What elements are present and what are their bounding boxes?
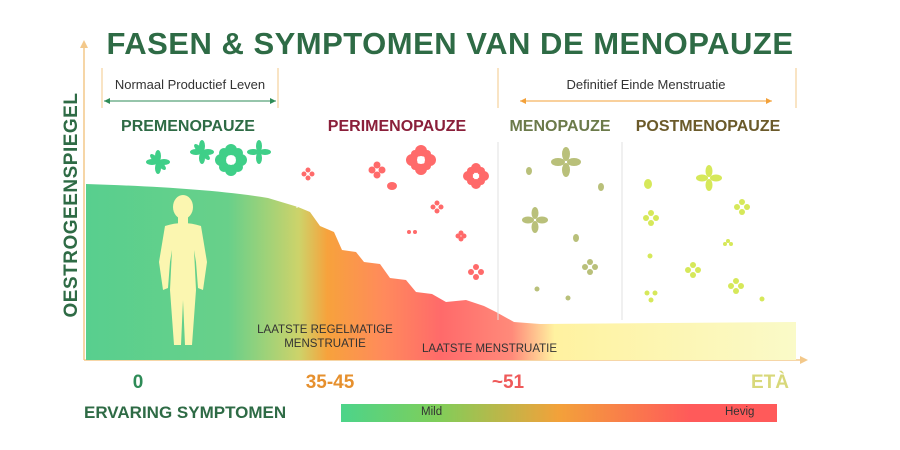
- flower-icon: [146, 140, 271, 176]
- arrow-right-icon: [766, 98, 772, 104]
- flower-icon: [522, 147, 604, 301]
- x-axis-arrow: [800, 356, 808, 364]
- figure-icon: [159, 195, 207, 345]
- estrogen-level-area: [86, 184, 796, 360]
- x-tick-0: 0: [132, 372, 144, 393]
- normal-life-label: Normaal Productief Leven: [114, 77, 266, 92]
- phase-label-perimenopause: PERIMENOPAUZE: [327, 118, 467, 135]
- last-menstruation-note: LAATSTE MENSTRUATIE: [422, 343, 558, 355]
- arrow-left-icon: [104, 98, 110, 104]
- symptom-experience-label: ERVARING SYMPTOMEN: [84, 403, 287, 422]
- arrow-left-icon: [520, 98, 526, 104]
- x-tick-51: ~51: [491, 372, 525, 393]
- symptom-mild-label: Mild: [421, 406, 443, 418]
- flower-icon: [643, 165, 765, 303]
- y-axis-arrow: [80, 40, 88, 48]
- phase-label-premenopause: PREMENOPAUZE: [121, 118, 255, 135]
- x-tick-35-45: 35-45: [305, 372, 355, 393]
- symptom-severe-label: Hevig: [725, 406, 755, 418]
- flower-icon: [301, 145, 489, 280]
- last-regular-menstruation-note: LAATSTE REGELMATIGE MENSTRUATIE: [257, 324, 393, 350]
- end-menstruation-label: Definitief Einde Menstruatie: [566, 77, 726, 92]
- phase-label-postmenopause: POSTMENOPAUZE: [635, 118, 781, 135]
- x-tick-age: ETÀ: [751, 372, 789, 393]
- arrow-right-icon: [270, 98, 276, 104]
- page-title: FASEN & SYMPTOMEN VAN DE MENOPAUZE: [106, 26, 794, 61]
- phase-label-menopause: MENOPAUZE: [509, 118, 611, 135]
- symptom-severity-bar: [341, 404, 777, 422]
